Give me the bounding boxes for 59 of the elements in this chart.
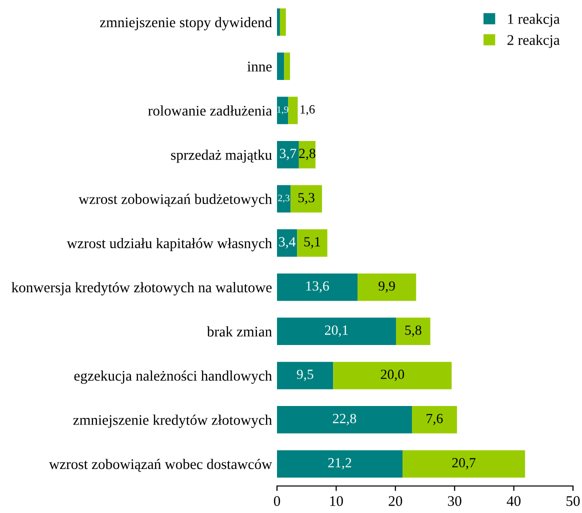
- bar: [277, 406, 412, 434]
- data-label: 2,3: [278, 194, 290, 203]
- bar: [290, 185, 322, 213]
- data-label: 9,5: [296, 370, 314, 382]
- y-tick-label: rolowanie zadłużenia: [148, 105, 272, 116]
- bar: [277, 52, 284, 80]
- legend-label: 1 reakcja: [508, 14, 560, 27]
- y-tick-label: zmniejszenie kredytów złotowych: [73, 414, 272, 428]
- bar: [277, 229, 298, 257]
- bar: [333, 362, 452, 390]
- bar: [284, 52, 290, 80]
- bar: [277, 362, 334, 390]
- y-tick-label: inne: [247, 62, 272, 72]
- bar: [277, 185, 291, 213]
- data-label: 20,7: [452, 458, 476, 470]
- bar: [298, 140, 316, 168]
- bar: [396, 318, 430, 346]
- bar: [280, 8, 286, 36]
- y-tick-label: sprzedaż majątku: [171, 150, 272, 163]
- data-label: 5,1: [304, 237, 320, 248]
- data-label: 3,7: [280, 148, 296, 160]
- bar: [288, 96, 298, 124]
- y-tick-label: egzekucja należności handlowych: [74, 370, 272, 384]
- x-tick-label: 20: [388, 496, 402, 506]
- data-label: 3,4: [279, 237, 296, 248]
- x-tick-label: 10: [330, 496, 343, 506]
- bar: [277, 273, 358, 301]
- data-label: 5,8: [405, 325, 422, 337]
- y-tick-label: wzrost zobowiązań wobec dostawców: [49, 458, 272, 472]
- x-tick-label: 30: [448, 496, 462, 506]
- bar: [277, 140, 299, 168]
- bar: [358, 273, 416, 301]
- data-label: 1,6: [300, 105, 315, 116]
- bar: [277, 450, 403, 478]
- bar: [277, 318, 396, 346]
- bar: [277, 8, 280, 36]
- y-tick-label: konwersja kredytów złotowych na walutowe: [12, 282, 272, 296]
- bar: [412, 406, 457, 434]
- data-label: 20,1: [324, 325, 348, 337]
- data-label: 5,3: [298, 192, 314, 204]
- x-tick-label: 0: [274, 496, 280, 506]
- data-label: 2,8: [299, 148, 316, 160]
- y-tick-label: wzrost udziału kapitałów własnych: [66, 238, 272, 252]
- data-label: 13,6: [306, 281, 329, 293]
- legend-label: 2 reakcja: [507, 34, 560, 48]
- data-label: 9,9: [378, 281, 395, 293]
- data-label: 21,2: [328, 458, 352, 470]
- bar: [277, 96, 288, 124]
- y-tick-label: brak zmian: [206, 326, 272, 337]
- bar: [297, 229, 328, 257]
- bar: [402, 450, 526, 478]
- data-label: 7,6: [426, 414, 443, 426]
- x-tick-label: 50: [566, 496, 580, 506]
- y-tick-label: wzrost zobowiązań budżetowych: [78, 194, 272, 208]
- data-label: 20,0: [380, 370, 404, 382]
- y-tick-label: zmniejszenie stopy dywidend: [100, 17, 272, 30]
- data-label: 1,9: [277, 106, 288, 114]
- data-label: 22,8: [332, 414, 356, 426]
- x-tick-label: 40: [506, 496, 521, 506]
